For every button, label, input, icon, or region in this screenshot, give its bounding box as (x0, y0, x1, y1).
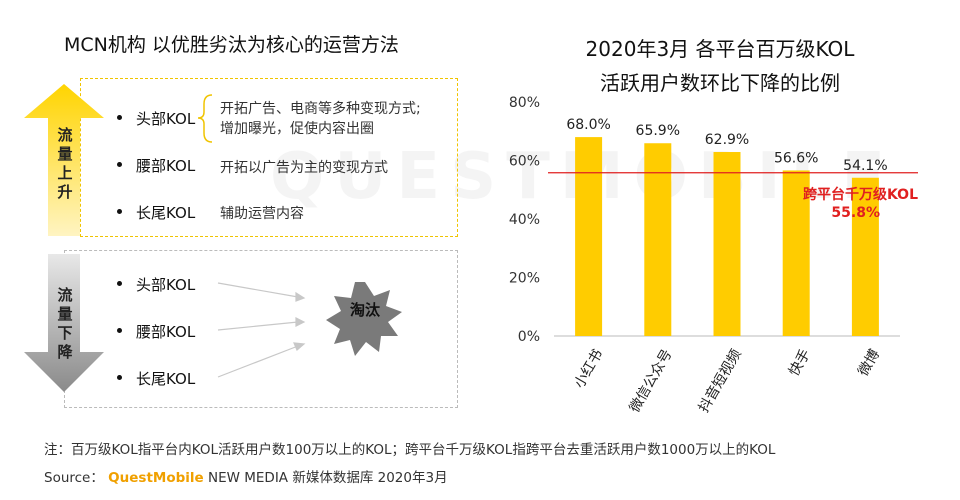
upper-tier-head: 头部KOL (117, 108, 195, 129)
y-tick-label: 80% (509, 95, 540, 111)
x-category-label: 抖音短视频 (695, 346, 745, 415)
source-suffix: NEW MEDIA 新媒体数据库 2020年3月 (207, 470, 448, 486)
source-prefix: Source： (44, 470, 104, 486)
bar (575, 137, 603, 336)
bar (713, 152, 741, 336)
upper-tier-waist-label: 腰部KOL (136, 157, 196, 175)
desc-waist: 开拓以广告为主的变现方式 (220, 160, 388, 176)
arrow-line-tail (217, 345, 299, 378)
eliminate-label: 淘汰 (349, 301, 380, 319)
y-tick-label: 60% (509, 154, 540, 170)
traffic-down-label: 流量下降 (57, 286, 73, 361)
traffic-up-box (80, 78, 458, 237)
bar (644, 143, 672, 336)
eliminate-starburst (326, 282, 402, 356)
bar-value-label: 65.9% (636, 123, 680, 139)
arrow-line-head (217, 282, 299, 298)
arrow-head-tail (293, 342, 306, 351)
arrow-down-shape (24, 254, 104, 392)
desc-head-line1: 开拓广告、电商等多种变现方式; (220, 101, 421, 117)
lower-tier-waist-label: 腰部KOL (136, 323, 196, 341)
lower-tier-head: 头部KOL (117, 274, 195, 295)
x-category-label: 小红书 (572, 347, 607, 391)
source-brand: QuestMobile (108, 470, 204, 486)
lower-tier-tail: 长尾KOL (117, 368, 195, 389)
x-category-label: 微信公众号 (627, 347, 676, 416)
bar-value-label: 56.6% (774, 150, 818, 166)
x-category-label: 微博 (854, 346, 883, 379)
upper-tier-tail-label: 长尾KOL (136, 204, 196, 222)
lower-tier-head-label: 头部KOL (136, 276, 196, 294)
desc-head-line2: 增加曝光，促使内容出圈 (220, 121, 374, 137)
x-category-label: 快手 (786, 347, 814, 379)
bar (851, 177, 879, 336)
chart-title-line1: 2020年3月 各平台百万级KOL (585, 37, 855, 61)
y-tick-label: 20% (509, 271, 540, 287)
bar-value-label: 62.9% (705, 132, 749, 148)
reference-line-label: 跨平台千万级KOL (803, 186, 918, 203)
y-tick-label: 0% (518, 329, 540, 345)
left-panel-title: MCN机构 以优胜劣汰为核心的运营方法 (64, 34, 399, 56)
traffic-up-label: 流量上升 (57, 126, 73, 201)
lower-tier-waist: 腰部KOL (117, 321, 195, 342)
arrow-line-waist (217, 321, 299, 331)
bar-value-label: 54.1% (843, 158, 887, 174)
curly-brace (197, 94, 213, 143)
chart-title: 2020年3月 各平台百万级KOL 活跃用户数环比下降的比例 (520, 32, 920, 100)
source-line: Source： QuestMobile NEW MEDIA 新媒体数据库 202… (44, 466, 448, 486)
desc-tail: 辅助运营内容 (220, 206, 304, 222)
bar (782, 170, 810, 336)
arrow-head-waist (295, 317, 306, 327)
reference-line-value: 55.8% (831, 205, 880, 221)
arrow-up-shape (24, 84, 104, 236)
chart-title-line2: 活跃用户数环比下降的比例 (600, 71, 840, 95)
upper-tier-waist: 腰部KOL (117, 155, 195, 176)
footnote: 注：百万级KOL指平台内KOL活跃用户数100万以上的KOL；跨平台千万级KOL… (44, 442, 776, 458)
arrow-head-head (295, 291, 306, 302)
upper-tier-head-label: 头部KOL (136, 110, 196, 128)
lower-tier-tail-label: 长尾KOL (136, 370, 196, 388)
y-tick-label: 40% (509, 212, 540, 228)
bar-value-label: 68.0% (566, 117, 610, 133)
upper-tier-tail: 长尾KOL (117, 202, 195, 223)
